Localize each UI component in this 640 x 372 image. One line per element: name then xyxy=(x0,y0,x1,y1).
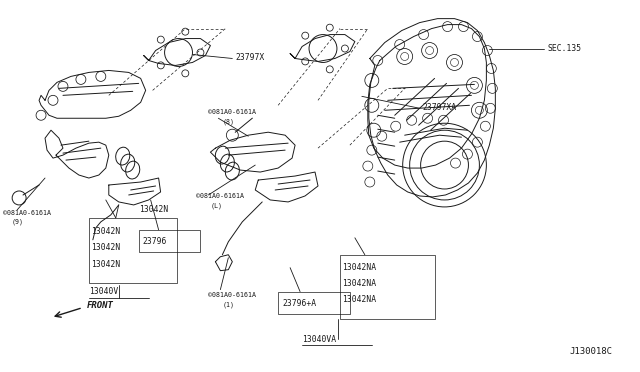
Text: FRONT: FRONT xyxy=(87,301,114,310)
Text: 23797XA: 23797XA xyxy=(422,103,457,112)
Text: (L): (L) xyxy=(211,203,223,209)
Text: 13040VA: 13040VA xyxy=(302,335,336,344)
Bar xyxy=(89,218,177,283)
Text: (9): (9) xyxy=(11,219,23,225)
Text: 13042N: 13042N xyxy=(91,227,120,236)
Text: 13042N: 13042N xyxy=(91,243,120,252)
Text: (8): (8) xyxy=(222,119,234,125)
Text: 23796: 23796 xyxy=(143,237,167,246)
Text: 13042NA: 13042NA xyxy=(342,263,376,272)
Bar xyxy=(340,255,435,320)
Text: ©081A0-6161A: ©081A0-6161A xyxy=(3,210,51,216)
Text: 13042NA: 13042NA xyxy=(342,295,376,304)
Text: 23796+A: 23796+A xyxy=(282,299,316,308)
Text: 13042N: 13042N xyxy=(139,205,168,214)
Text: ©081A0-6161A: ©081A0-6161A xyxy=(209,109,257,115)
Text: 13040V: 13040V xyxy=(89,287,118,296)
Text: J130018C: J130018C xyxy=(569,347,612,356)
Text: ©081A0-6161A: ©081A0-6161A xyxy=(196,193,244,199)
Bar xyxy=(278,292,350,314)
Text: 13042NA: 13042NA xyxy=(342,279,376,288)
Text: SEC.135: SEC.135 xyxy=(547,44,581,53)
Text: ©081A0-6161A: ©081A0-6161A xyxy=(209,292,257,298)
Bar xyxy=(139,230,200,252)
Text: (1): (1) xyxy=(222,301,234,308)
Text: 13042N: 13042N xyxy=(91,260,120,269)
Text: 23797X: 23797X xyxy=(236,53,264,62)
